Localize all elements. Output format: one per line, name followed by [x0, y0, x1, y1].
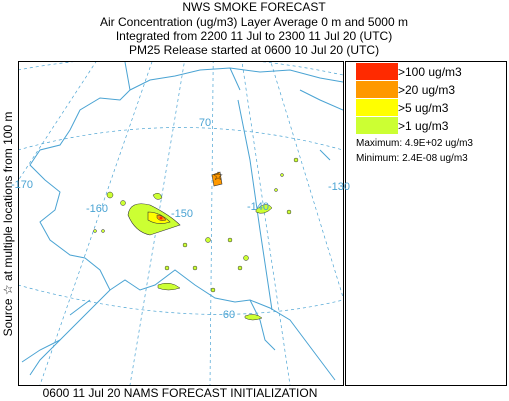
smoke-area	[120, 200, 126, 206]
smoke-area	[293, 157, 299, 163]
coastline	[129, 67, 343, 91]
title: NWS SMOKE FORECAST	[182, 0, 326, 14]
legend-minimum: Minimum: 2.4E-08 ug/m3	[356, 153, 468, 164]
smoke-area	[182, 242, 188, 248]
smoke-area	[211, 171, 223, 187]
legend-maximum: Maximum: 4.9E+02 ug/m3	[356, 138, 473, 149]
smoke-area	[192, 265, 198, 271]
smoke-area	[152, 192, 163, 200]
legend-swatch	[356, 117, 398, 134]
subtitle: Integrated from 2200 11 Jul to 2300 11 J…	[116, 29, 392, 43]
smoke-area	[106, 191, 114, 199]
smoke-area	[101, 229, 105, 233]
source-star: ☆	[213, 169, 224, 183]
smoke: ☆	[93, 157, 299, 321]
smoke-area	[243, 255, 249, 261]
coastline	[29, 62, 336, 381]
legend-swatch	[356, 81, 398, 98]
smoke-area	[237, 265, 243, 271]
graticule	[19, 127, 343, 151]
smoke-area	[205, 237, 211, 243]
smoke-area	[255, 204, 273, 214]
smoke-area	[157, 282, 181, 291]
legend-label: >20 ug/m3	[398, 83, 455, 97]
map-label: -130	[328, 181, 350, 193]
graticule	[19, 284, 343, 315]
smoke-area	[286, 209, 292, 215]
legend-swatch	[356, 63, 398, 80]
map-label: 60	[223, 309, 235, 321]
smoke-area	[227, 237, 233, 243]
map-label: -140	[247, 201, 269, 213]
map-label: 70	[199, 117, 211, 129]
footer: 0600 11 Jul 20 NAMS FORECAST INITIALIZAT…	[43, 386, 318, 400]
smoke-area	[244, 314, 263, 321]
map-label: -170	[11, 179, 33, 191]
subtitle: PM25 Release started at 0600 10 Jul 20 (…	[129, 43, 379, 57]
legend: >100 ug/m3 >20 ug/m3 >5 ug/m3 >1 ug/m3 Maxim…	[356, 63, 473, 164]
map-label: -160	[86, 203, 108, 215]
map-label: -150	[171, 208, 193, 220]
map-labels: -170 -160 -150 -140 -130 70 60	[11, 117, 350, 321]
graticule	[19, 62, 343, 76]
graticule	[19, 62, 343, 385]
map-frame	[18, 61, 344, 386]
legend-swatch	[356, 99, 398, 116]
smoke-area	[164, 265, 170, 271]
coastline	[21, 299, 91, 363]
border	[237, 99, 276, 351]
smoke-area	[280, 173, 284, 177]
legend-frame	[345, 61, 507, 386]
smoke-area	[210, 287, 216, 293]
legend-label: >1 ug/m3	[398, 119, 449, 133]
side-label: Source ☆ at multiple locations from 100 …	[1, 112, 15, 337]
smoke-area	[274, 188, 278, 192]
smoke-area	[159, 216, 163, 220]
smoke-area	[93, 229, 97, 233]
subtitle: Air Concentration (ug/m3) Layer Average …	[100, 15, 408, 29]
legend-label: >100 ug/m3	[398, 65, 462, 79]
map: ☆	[19, 62, 343, 385]
legend-label: >5 ug/m3	[398, 101, 449, 115]
coastline	[299, 89, 343, 161]
